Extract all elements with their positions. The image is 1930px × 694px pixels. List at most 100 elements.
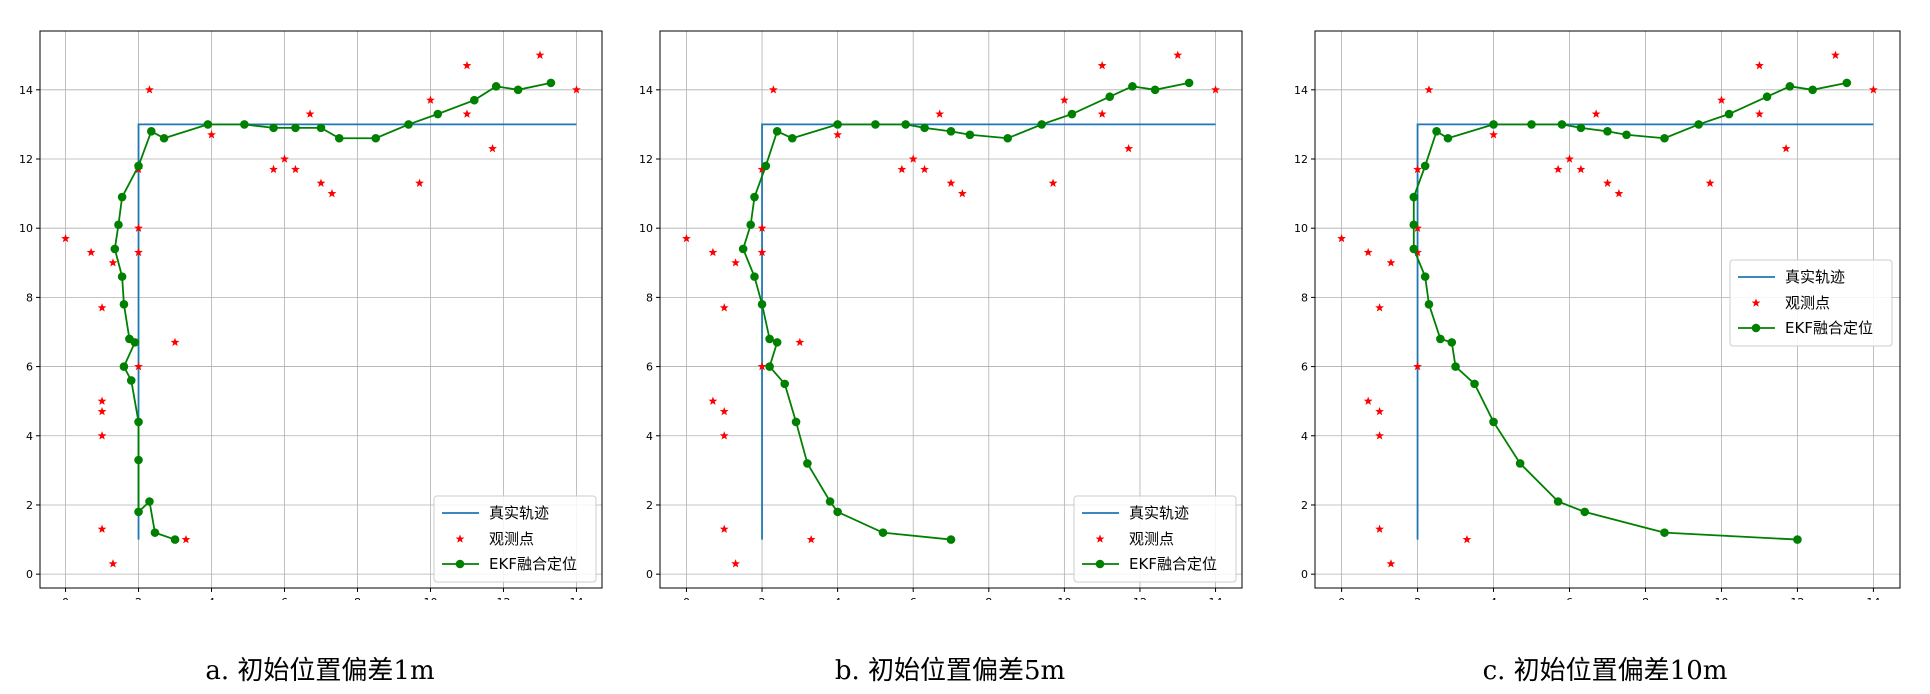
x-tick-label: 6 (910, 596, 917, 600)
ekf-point (780, 379, 790, 389)
observation-point (1060, 95, 1069, 104)
ekf-point (878, 528, 888, 537)
observation-point (488, 144, 497, 153)
ekf-point (1553, 497, 1563, 506)
ekf-point (965, 130, 975, 140)
ekf-point (1842, 78, 1852, 88)
legend-ekf-label: EKF融合定位 (489, 555, 577, 573)
x-tick-label: 14 (1866, 596, 1880, 600)
x-tick-label: 12 (1133, 596, 1147, 600)
y-tick-label: 6 (26, 361, 33, 374)
observation-point (1211, 85, 1220, 94)
ekf-point (433, 109, 443, 119)
ekf-point (920, 123, 929, 133)
ekf-point (1580, 507, 1590, 517)
legend-ekf-swatch-marker (1095, 559, 1105, 569)
ekf-point (269, 123, 278, 133)
observation-point (795, 337, 805, 347)
observation-point (1375, 303, 1384, 312)
ekf-point (761, 161, 771, 171)
ekf-point (110, 244, 120, 254)
observation-point (806, 534, 816, 544)
axes-frame (1314, 30, 1901, 589)
ekf-point (114, 220, 123, 230)
legend-ekf-label: EKF融合定位 (1785, 319, 1873, 337)
observation-point (757, 223, 767, 232)
ekf-point (833, 507, 842, 517)
ekf-point (1409, 192, 1419, 202)
ekf-point (765, 334, 774, 344)
ekf-point (1150, 85, 1160, 95)
observation-point (1576, 164, 1586, 174)
observation-point (1375, 524, 1384, 533)
observation-point (682, 233, 691, 243)
y-tick-label: 4 (26, 430, 33, 443)
ekf-point (1793, 535, 1802, 544)
ekf-point (159, 133, 169, 143)
axes-frame (659, 30, 1243, 589)
observation-point (61, 233, 70, 243)
observation-point (1489, 130, 1498, 139)
observation-point (757, 247, 767, 257)
y-tick-label: 0 (1301, 568, 1308, 581)
observation-point (920, 164, 929, 174)
ekf-point (240, 120, 249, 129)
ekf-point (513, 85, 523, 95)
ticks: 0 2 4 6 8 10 12 14 0 2 4 6 8 10 12 14 (19, 84, 583, 600)
caption-c: c. 初始位置偏差10m (1482, 656, 1728, 686)
x-tick-label: 0 (683, 596, 690, 600)
observation-point (1424, 85, 1434, 94)
observation-point (426, 95, 435, 104)
x-tick-label: 6 (281, 596, 288, 600)
observation-point (1375, 406, 1384, 416)
observation-point (708, 396, 718, 405)
observation-point (719, 303, 729, 312)
ekf-point (316, 123, 326, 133)
observation-point (1413, 164, 1422, 174)
observation-point (108, 559, 118, 568)
observation-point (97, 303, 107, 312)
ekf-point (291, 123, 300, 133)
observation-point (935, 109, 945, 118)
observation-point (1755, 109, 1764, 118)
legend-box (433, 495, 597, 583)
ekf-point (1105, 92, 1115, 102)
observations (61, 50, 581, 568)
observation-point (134, 247, 143, 257)
observation-point (145, 85, 154, 94)
y-tick-label: 2 (26, 499, 33, 512)
observation-point (97, 431, 107, 440)
ekf-point (150, 528, 160, 537)
observation-point (1413, 247, 1422, 257)
x-tick-label: 8 (1642, 596, 1649, 600)
observation-point (97, 406, 107, 416)
observation-point (1462, 534, 1472, 544)
observation-point (1831, 50, 1840, 59)
legend-truth-label: 真实轨迹 (1129, 504, 1189, 522)
observation-point (327, 189, 337, 198)
y-tick-label: 8 (26, 291, 33, 304)
observation-point (897, 164, 907, 174)
observation-point (757, 164, 767, 174)
ekf-point (1762, 92, 1772, 102)
ekf-point (772, 338, 782, 347)
legend-truth-label: 真实轨迹 (489, 504, 549, 522)
legend-obs-swatch (455, 534, 465, 543)
observation-point (572, 85, 581, 94)
observation-point (181, 534, 191, 544)
ekf-point (946, 127, 956, 136)
observation-point (316, 178, 326, 187)
x-tick-label: 2 (759, 596, 766, 600)
ekf-line (742, 82, 1190, 541)
y-tick-label: 10 (1294, 222, 1308, 235)
y-tick-label: 4 (1301, 430, 1308, 443)
ekf-point (1515, 459, 1525, 468)
observation-point (1565, 154, 1574, 163)
observation-point (269, 164, 278, 174)
ekf-point (1451, 362, 1460, 371)
observation-point (1048, 178, 1058, 187)
ekf-point (791, 417, 801, 427)
observation-point (97, 524, 107, 533)
